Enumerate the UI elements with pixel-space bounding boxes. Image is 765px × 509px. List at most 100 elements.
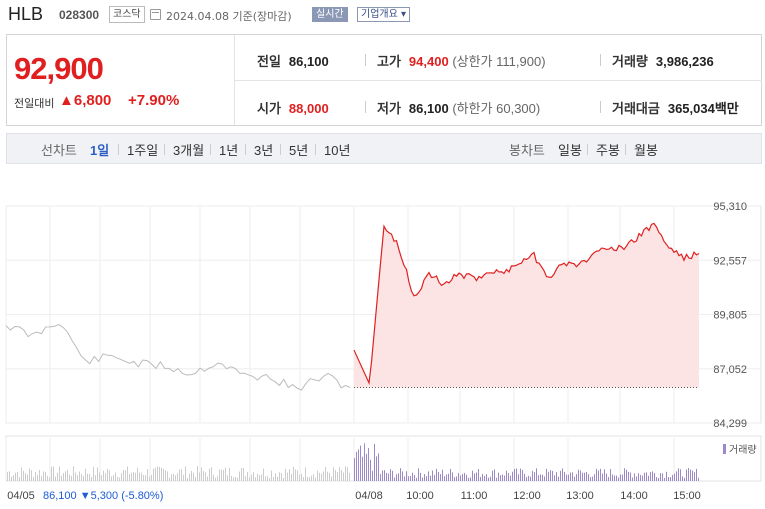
lower-limit: (하한가 60,300)	[452, 101, 541, 116]
volume-bar	[364, 443, 365, 481]
volume-bar	[241, 468, 242, 481]
volume-bar	[684, 477, 685, 481]
volume-bar	[490, 476, 491, 481]
volume-bar	[53, 466, 54, 481]
prev-day-change: ▼5,300	[80, 490, 121, 502]
tab-daily-candle[interactable]: 일봉	[558, 143, 582, 158]
volume-bar	[151, 474, 152, 481]
prev-close: 전일 86,100	[257, 51, 329, 70]
volume-bar	[195, 476, 196, 481]
volume-bar	[478, 468, 479, 481]
volume-bar	[97, 467, 98, 481]
volume-bar	[636, 476, 637, 481]
volume-bar	[370, 459, 371, 481]
volume-bar	[77, 475, 78, 481]
volume-bar	[664, 477, 665, 481]
volume-bar	[215, 477, 216, 481]
volume-bar	[283, 477, 284, 481]
volume-bar	[502, 474, 503, 481]
volume-bar	[368, 448, 369, 481]
volume-bar	[616, 475, 617, 481]
volume-bar	[177, 473, 178, 481]
volume-bar	[227, 475, 228, 481]
volume-bar	[233, 477, 234, 481]
tab-1year[interactable]: 1년	[219, 143, 239, 158]
volume-bar	[384, 470, 385, 481]
tab-1day[interactable]: 1일	[90, 143, 110, 158]
volume-bar	[343, 472, 344, 481]
volume-bar	[15, 472, 16, 481]
tab-5year[interactable]: 5년	[289, 143, 309, 158]
volume-bar	[37, 475, 38, 481]
volume-bar	[462, 473, 463, 481]
volume-bar	[666, 471, 667, 481]
volume-bar	[191, 470, 192, 481]
series-today	[353, 222, 700, 386]
company-overview-button[interactable]: 기업개요 ▾	[357, 7, 410, 22]
volume-bar	[538, 475, 539, 481]
volume-bar	[207, 476, 208, 481]
volume-bar	[570, 472, 571, 481]
tab-weekly-candle[interactable]: 주봉	[596, 143, 620, 158]
volume-bar	[271, 470, 272, 481]
amount-unit: 백만	[714, 101, 739, 116]
volume-bar	[546, 468, 547, 481]
volume-bar	[646, 472, 647, 481]
volume-bar	[576, 474, 577, 481]
volume-bar	[392, 470, 393, 481]
series-today-area	[354, 223, 699, 388]
volume-bar	[366, 453, 367, 481]
volume-bar	[333, 467, 334, 481]
volume-bar	[386, 472, 387, 481]
volume-bar	[588, 474, 589, 481]
market-badge: 코스닥	[109, 6, 145, 23]
volume-bar	[420, 472, 421, 481]
tab-3year[interactable]: 3년	[254, 143, 274, 158]
volume-bar	[185, 466, 186, 481]
volume-bar	[175, 475, 176, 481]
x-axis: 04/05 04/08 10:00 11:00 12:00 13:00 14:00 15:00…	[7, 490, 701, 502]
volume-bar	[608, 477, 609, 481]
tab-monthly-candle[interactable]: 월봉	[634, 143, 658, 158]
volume-bar	[550, 470, 551, 481]
volume-bar	[161, 467, 162, 481]
volume-bar	[317, 470, 318, 481]
volume-bars: 거래량	[7, 443, 757, 481]
volume-bar	[360, 445, 361, 481]
tab-10year[interactable]: 10년	[324, 143, 351, 158]
tab-1week[interactable]: 1주일	[127, 143, 159, 158]
realtime-badge[interactable]: 실시간	[312, 7, 348, 22]
volume-bar	[101, 475, 102, 481]
volume-bar	[105, 473, 106, 481]
volume-bar	[89, 473, 90, 481]
volume-bar	[277, 476, 278, 481]
current-price-block: 92,900 전일대비 ▲6,800 +7.90%	[7, 35, 235, 125]
base-date: 2024.04.08 기준(장마감)	[166, 10, 292, 23]
volume-bar	[362, 456, 363, 481]
volume-bar	[594, 474, 595, 481]
volume-bar	[257, 473, 258, 481]
volume-bar	[408, 476, 409, 481]
volume-bar	[694, 472, 695, 481]
volume-bar	[516, 468, 517, 481]
high-label: 고가	[377, 54, 401, 69]
open-price: 시가 88,000	[257, 98, 329, 117]
volume-bar	[285, 468, 286, 481]
volume-bar	[125, 470, 126, 481]
y-tick-label: 92,557	[713, 255, 747, 267]
volume-bar	[382, 470, 383, 481]
price-chart[interactable]: 95,310 92,557 89,805 87,052 84,299 거래량 04/05…	[0, 174, 765, 509]
volume-bar	[229, 468, 230, 481]
volume-bar	[269, 477, 270, 481]
volume-bar	[446, 474, 447, 481]
volume-bar	[428, 471, 429, 481]
volume-bar	[139, 472, 140, 481]
volume-bar	[648, 475, 649, 481]
tab-3month[interactable]: 3개월	[173, 143, 205, 158]
volume-bar	[590, 477, 591, 481]
volume-bar	[402, 471, 403, 481]
volume-bar	[25, 473, 26, 481]
volume-bar	[632, 477, 633, 481]
volume-bar	[167, 471, 168, 481]
volume-bar	[173, 473, 174, 481]
